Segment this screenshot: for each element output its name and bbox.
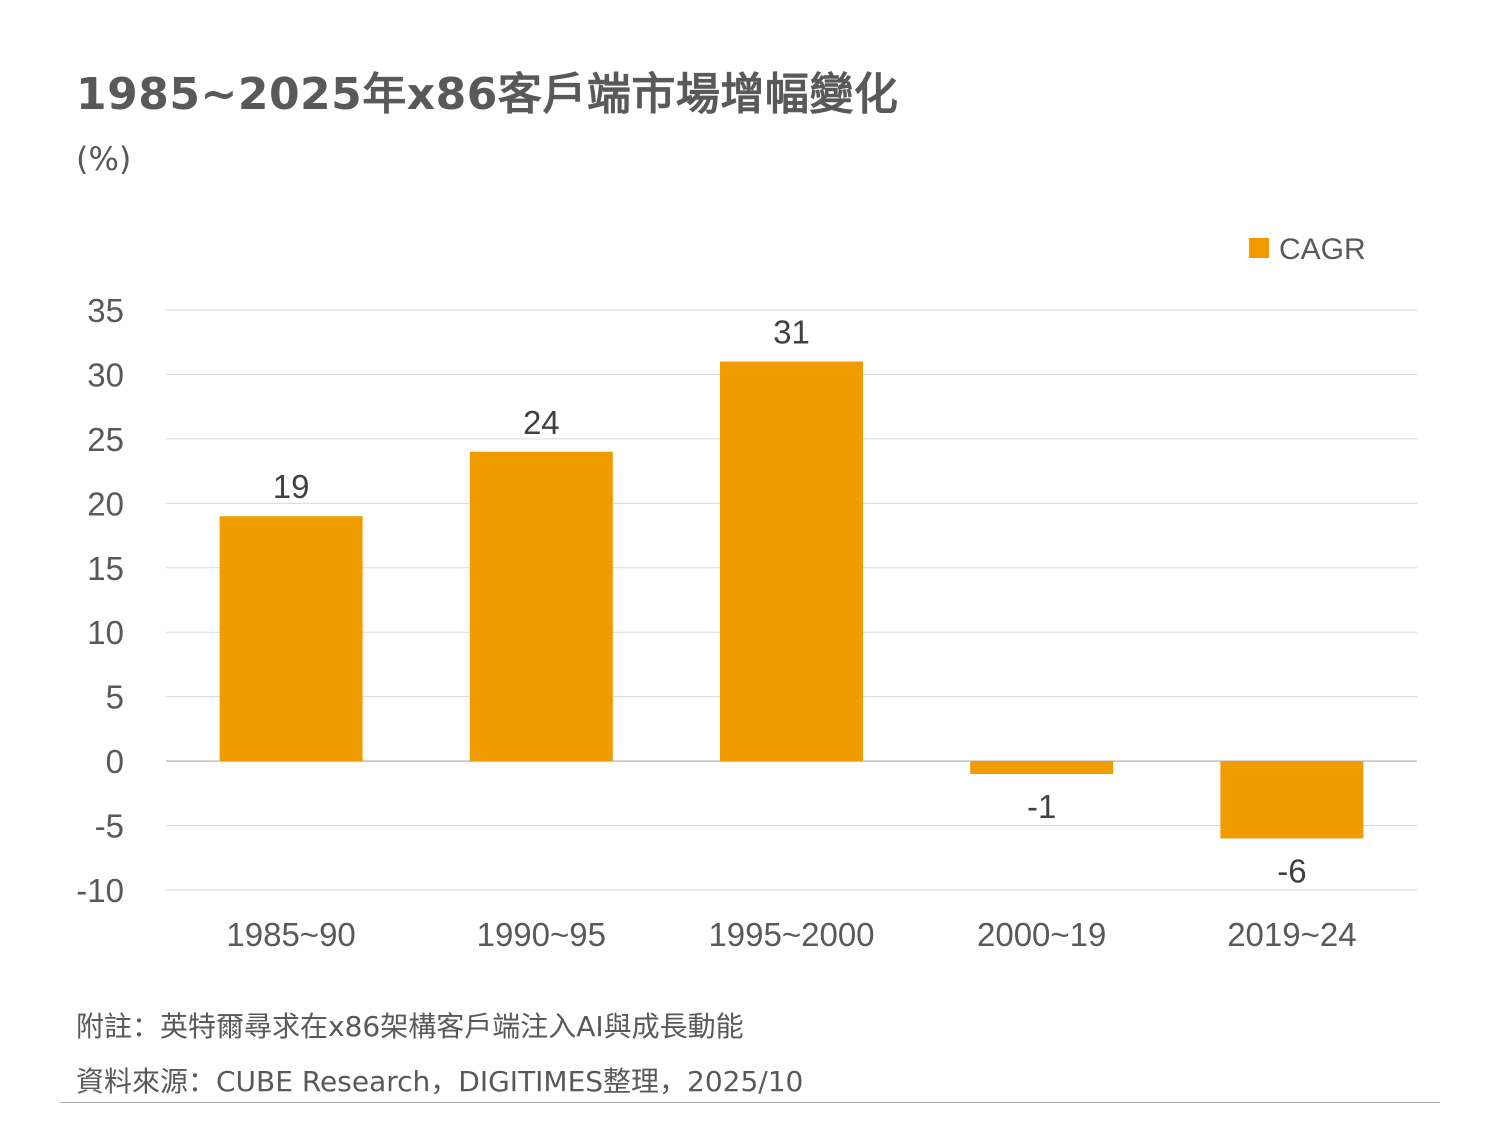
y-tick-label: -10 (76, 872, 124, 909)
data-labels: 19 24 31 -1 -6 (273, 314, 1307, 890)
data-label: 24 (523, 404, 560, 441)
x-tick-label: 1990~95 (477, 916, 606, 953)
y-tick-label: 25 (87, 421, 124, 458)
y-axis-ticks: 35 30 25 20 15 10 5 0 -5 -10 (76, 292, 124, 909)
x-tick-label: 1995~2000 (708, 916, 874, 953)
bottom-divider (60, 1102, 1440, 1103)
bar-1995~2000 (720, 361, 863, 762)
y-tick-label: 35 (87, 292, 124, 329)
chart-source: 資料來源：CUBE Research，DIGITIMES整理，2025/10 (76, 1065, 804, 1098)
data-label: -6 (1277, 852, 1306, 889)
y-axis-unit: (%) (76, 140, 132, 178)
bar-1990~95 (469, 451, 613, 762)
y-tick-label: 0 (106, 743, 124, 780)
bars (219, 361, 1364, 839)
data-label: -1 (1027, 788, 1056, 825)
x-tick-label: 2019~24 (1227, 916, 1356, 953)
x-tick-label: 1985~90 (226, 916, 355, 953)
chart-note: 附註：英特爾尋求在x86架構客戶端注入AI與成長動能 (76, 1010, 744, 1043)
y-tick-label: 10 (87, 614, 124, 651)
bar-2000~19 (970, 761, 1114, 774)
x-axis-ticks: 1985~90 1990~95 1995~2000 2000~19 2019~24 (226, 916, 1356, 953)
bar-2019~24 (1220, 761, 1364, 839)
y-tick-label: -5 (95, 808, 124, 845)
bar-1985~90 (219, 516, 363, 762)
x-tick-label: 2000~19 (977, 916, 1106, 953)
legend-swatch-cagr (1249, 238, 1269, 258)
y-tick-label: 15 (87, 550, 124, 587)
data-label: 19 (273, 468, 310, 505)
legend: CAGR (1249, 233, 1366, 266)
y-tick-label: 30 (87, 356, 124, 393)
data-label: 31 (773, 314, 810, 351)
y-tick-label: 20 (87, 485, 124, 522)
y-tick-label: 5 (106, 679, 124, 716)
chart-title: 1985~2025年x86客戶端市場增幅變化 (76, 69, 899, 120)
legend-label-cagr: CAGR (1279, 233, 1366, 266)
